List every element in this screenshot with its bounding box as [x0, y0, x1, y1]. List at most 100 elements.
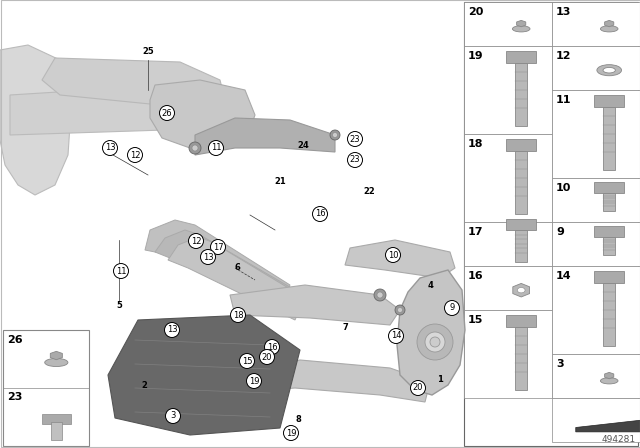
Text: 22: 22 [363, 186, 375, 195]
Polygon shape [155, 230, 295, 312]
Bar [515, 63, 527, 126]
Polygon shape [605, 21, 614, 27]
Text: 13: 13 [105, 143, 115, 152]
Circle shape [288, 430, 294, 436]
Circle shape [189, 233, 204, 249]
Bar [604, 237, 615, 255]
Polygon shape [0, 45, 72, 195]
Circle shape [412, 382, 424, 394]
Text: 16: 16 [315, 210, 325, 219]
Polygon shape [145, 220, 290, 310]
Text: 23: 23 [7, 392, 22, 402]
Circle shape [395, 305, 405, 315]
Text: 20: 20 [262, 353, 272, 362]
Polygon shape [150, 80, 255, 148]
Text: 12: 12 [556, 51, 572, 61]
Bar [552, 90, 640, 178]
Circle shape [417, 324, 453, 360]
Bar [464, 2, 638, 446]
Polygon shape [42, 58, 225, 108]
Circle shape [159, 105, 175, 121]
Circle shape [166, 409, 180, 423]
Circle shape [230, 307, 246, 323]
Bar [552, 178, 640, 222]
Text: 15: 15 [242, 357, 252, 366]
Circle shape [248, 375, 260, 387]
Text: 12: 12 [130, 151, 140, 159]
Bar [595, 271, 624, 283]
Bar [515, 327, 527, 390]
Circle shape [385, 247, 401, 263]
Polygon shape [242, 360, 430, 402]
Text: 20: 20 [468, 7, 483, 17]
Circle shape [285, 427, 297, 439]
Bar [604, 107, 615, 170]
Polygon shape [345, 240, 455, 278]
Bar [604, 283, 615, 346]
Bar [552, 354, 640, 398]
Circle shape [211, 240, 225, 254]
Circle shape [445, 301, 460, 315]
Bar [552, 2, 640, 46]
Text: 7: 7 [342, 323, 348, 332]
Bar [3, 330, 89, 446]
Text: 11: 11 [116, 267, 126, 276]
Circle shape [397, 307, 403, 313]
Circle shape [388, 328, 403, 344]
Polygon shape [605, 372, 614, 379]
Bar [595, 226, 624, 237]
Circle shape [377, 292, 383, 298]
Circle shape [330, 130, 340, 140]
Bar [506, 315, 536, 327]
Text: 18: 18 [233, 310, 243, 319]
Bar [464, 310, 552, 398]
Text: 13: 13 [203, 253, 213, 262]
Text: 18: 18 [468, 139, 483, 149]
Polygon shape [108, 315, 300, 435]
Text: 2: 2 [141, 380, 147, 389]
Circle shape [284, 426, 298, 440]
Circle shape [192, 145, 198, 151]
Text: 494281: 494281 [602, 435, 636, 444]
Bar [552, 398, 640, 442]
Circle shape [200, 250, 216, 264]
Circle shape [164, 323, 179, 337]
Ellipse shape [600, 26, 618, 32]
Circle shape [251, 378, 257, 384]
Text: 11: 11 [211, 143, 221, 152]
Ellipse shape [597, 65, 621, 76]
Bar [595, 182, 624, 194]
Text: 17: 17 [468, 227, 483, 237]
Circle shape [312, 207, 328, 221]
Circle shape [113, 263, 129, 279]
Text: 21: 21 [274, 177, 286, 186]
Circle shape [246, 374, 262, 388]
Circle shape [212, 144, 220, 152]
Text: 26: 26 [7, 335, 22, 345]
Circle shape [348, 132, 362, 146]
Text: 15: 15 [468, 315, 483, 325]
Text: 8: 8 [295, 415, 301, 425]
Text: 23: 23 [349, 155, 360, 164]
Bar [464, 46, 552, 134]
Bar [604, 194, 615, 211]
Bar [506, 139, 536, 151]
Circle shape [262, 354, 268, 360]
Text: 10: 10 [388, 250, 398, 259]
Bar [552, 266, 640, 354]
Polygon shape [397, 270, 465, 395]
Bar [506, 219, 536, 230]
Bar [552, 222, 640, 266]
Circle shape [348, 152, 362, 168]
Polygon shape [10, 85, 200, 135]
Text: 24: 24 [297, 141, 309, 150]
Polygon shape [230, 285, 400, 325]
Circle shape [430, 337, 440, 347]
Bar [464, 2, 552, 46]
Bar [464, 134, 552, 222]
Text: 16: 16 [267, 343, 277, 352]
Circle shape [410, 380, 426, 396]
Circle shape [209, 141, 223, 155]
Text: 23: 23 [349, 134, 360, 143]
Text: 6: 6 [234, 263, 240, 272]
